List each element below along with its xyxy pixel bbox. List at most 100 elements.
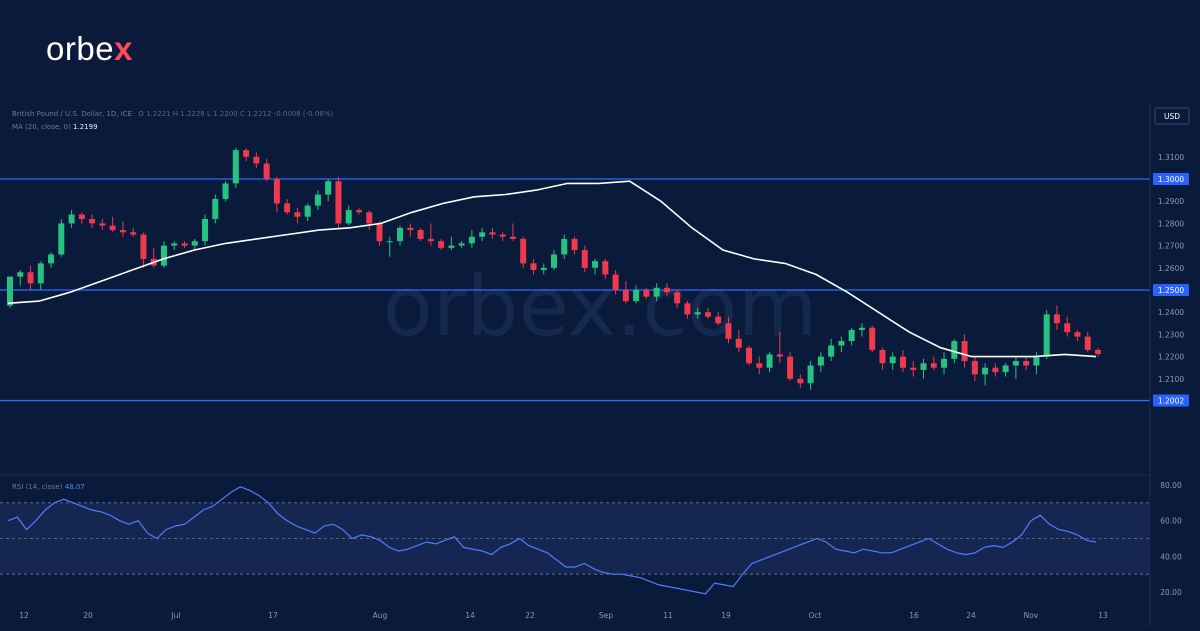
candle-body xyxy=(160,245,167,266)
candle-body xyxy=(1084,336,1091,350)
candle-body xyxy=(592,261,599,268)
candle-body xyxy=(366,212,373,224)
time-axis-tick: Sep xyxy=(599,611,613,620)
candle-body xyxy=(109,225,116,231)
candle-body xyxy=(171,243,178,246)
candle-body xyxy=(294,212,301,217)
candle-body xyxy=(284,203,291,213)
candle-body xyxy=(232,150,239,184)
candle-body xyxy=(130,232,137,235)
candle-body xyxy=(181,243,188,246)
candle-body xyxy=(571,238,578,251)
price-axis-tick: 1.2600 xyxy=(1158,264,1184,273)
candle-body xyxy=(807,365,814,384)
candle-body xyxy=(222,183,229,199)
symbol-legend: British Pound / U.S. Dollar, 1D, ICE O 1… xyxy=(12,110,333,118)
candle-body xyxy=(48,254,55,264)
candle-body xyxy=(191,241,198,246)
candle-body xyxy=(1002,365,1009,373)
chart-panel[interactable]: orbex.com 1.3000 1.2500 1.2002 1.2100 1.2200 1… xyxy=(0,103,1200,627)
time-axis-tick: 17 xyxy=(268,611,278,620)
candle-body xyxy=(581,250,588,268)
candle-body xyxy=(787,356,794,379)
candle-body xyxy=(694,312,701,315)
candle-body xyxy=(58,223,65,255)
candle-body xyxy=(633,290,640,302)
candle-body xyxy=(499,234,506,237)
candle-body xyxy=(325,181,332,195)
candle-body xyxy=(345,210,352,224)
time-axis-tick: 13 xyxy=(1098,611,1108,620)
rsi-axis-tick: 20.00 xyxy=(1160,588,1182,597)
candle-body xyxy=(99,223,106,226)
candle-body xyxy=(674,292,681,304)
candle-body xyxy=(848,329,855,342)
time-axis-tick: Aug xyxy=(373,611,388,620)
time-axis-tick: 22 xyxy=(525,611,535,620)
header-banner: orbex xyxy=(0,0,1200,103)
candle-body xyxy=(520,238,527,264)
candle-body xyxy=(7,276,13,306)
ma-value: 1.2199 xyxy=(73,123,98,131)
candle-body xyxy=(1074,332,1081,337)
candle-body xyxy=(1064,323,1071,333)
candle-body xyxy=(1053,314,1060,324)
candle-body xyxy=(889,356,896,364)
candle-body xyxy=(448,245,455,248)
price-chart[interactable]: orbex.com 1.3000 1.2500 1.2002 1.2100 1.2200 1… xyxy=(0,103,1200,627)
rsi-legend: RSI (14, close) 48.07 xyxy=(12,483,85,491)
candle-body xyxy=(910,367,917,370)
time-axis-tick: 20 xyxy=(83,611,93,620)
rsi-axis-tick: 40.00 xyxy=(1160,552,1182,561)
candle-body xyxy=(735,338,742,348)
candle-body xyxy=(704,312,711,317)
ma-legend: MA (20, close, 0) 1.2199 xyxy=(12,123,98,131)
candle-body xyxy=(817,356,824,366)
candle-body xyxy=(304,205,311,217)
rsi-value: 48.07 xyxy=(64,483,85,491)
candle-body xyxy=(1033,356,1040,366)
candle-body xyxy=(68,214,75,224)
price-axis-tick: 1.2900 xyxy=(1158,197,1184,206)
candle-body xyxy=(89,218,96,224)
candle-body xyxy=(961,341,968,362)
level-label-box xyxy=(1153,284,1189,296)
currency-box[interactable] xyxy=(1154,107,1190,125)
candle-body xyxy=(756,363,763,368)
candle-body xyxy=(643,290,650,297)
candle-body xyxy=(263,163,270,179)
candle-body xyxy=(941,358,948,368)
candle-body xyxy=(427,238,434,242)
price-axis-tick: 1.2200 xyxy=(1158,353,1184,362)
candle-body xyxy=(458,243,465,246)
level-label: 1.3000 xyxy=(1158,175,1184,184)
time-axis-tick: 24 xyxy=(966,611,976,620)
rsi-label: RSI (14, close) xyxy=(12,483,63,491)
price-axis-tick: 1.2400 xyxy=(1158,308,1184,317)
ma-label: MA (20, close, 0) xyxy=(12,123,71,131)
candle-body xyxy=(243,150,250,157)
rsi-axis-tick: 80.00 xyxy=(1160,481,1182,490)
candle-body xyxy=(37,263,44,284)
candle-body xyxy=(653,287,660,297)
ohlc-values: O 1.2221 H 1.2228 L 1.2200 C 1.2212 -0.0… xyxy=(138,110,334,118)
candle-body xyxy=(951,341,958,359)
level-label-box xyxy=(1153,394,1189,407)
candle-body xyxy=(314,194,321,206)
candle-body xyxy=(561,238,568,255)
level-label: 1.2500 xyxy=(1158,286,1184,295)
candle-body xyxy=(869,327,876,350)
price-axis-tick: 1.3100 xyxy=(1158,153,1184,162)
candle-body xyxy=(335,181,342,224)
candle-body xyxy=(828,345,835,357)
price-axis-tick: 1.2700 xyxy=(1158,242,1184,251)
currency-label: USD xyxy=(1164,112,1180,121)
candle-body xyxy=(78,214,85,219)
candle-body xyxy=(509,236,516,239)
price-axis-tick: 1.2800 xyxy=(1158,219,1184,228)
candle-body xyxy=(1095,349,1101,354)
candle-body xyxy=(355,210,362,213)
candle-body xyxy=(119,230,126,233)
time-axis-tick: Oct xyxy=(809,611,822,620)
price-axis-tick: 1.2100 xyxy=(1158,375,1184,384)
